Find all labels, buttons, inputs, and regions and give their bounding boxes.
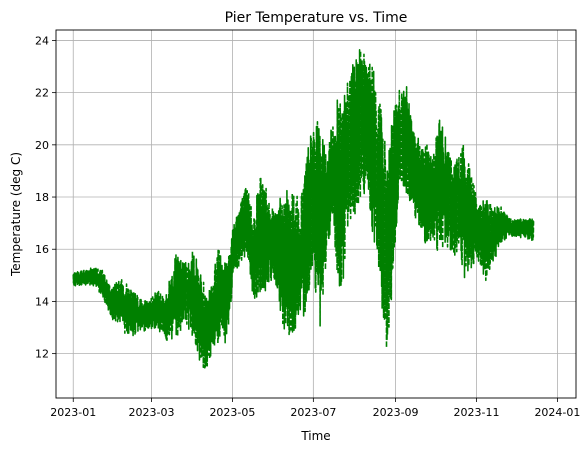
- x-tick-label: 2023-07: [290, 406, 336, 419]
- y-axis-ticks: 12 14 16 18 20 22 24: [35, 34, 56, 361]
- y-tick-label: 24: [35, 34, 49, 47]
- x-tick-label: 2023-11: [454, 406, 500, 419]
- y-axis-label: Temperature (deg C): [9, 152, 23, 277]
- x-tick-label: 2023-03: [129, 406, 175, 419]
- x-tick-label: 2024-01: [534, 406, 580, 419]
- y-tick-label: 16: [35, 243, 49, 256]
- y-tick-label: 18: [35, 191, 49, 204]
- x-axis-ticks: 2023-01 2023-03 2023-05 2023-07 2023-09 2023-…: [50, 398, 580, 419]
- plot-frame: [55, 29, 577, 399]
- series-layer: [72, 49, 535, 369]
- x-tick-label: 2023-09: [373, 406, 419, 419]
- x-tick-label: 2023-01: [50, 406, 96, 419]
- chart-title: Pier Temperature vs. Time: [225, 10, 408, 26]
- y-tick-label: 20: [35, 139, 49, 152]
- y-tick-label: 12: [35, 348, 49, 361]
- temperature-series-line: [72, 49, 535, 369]
- y-tick-label: 14: [35, 295, 49, 308]
- x-tick-label: 2023-05: [209, 406, 255, 419]
- y-tick-label: 22: [35, 87, 49, 100]
- x-axis-label: Time: [300, 429, 330, 443]
